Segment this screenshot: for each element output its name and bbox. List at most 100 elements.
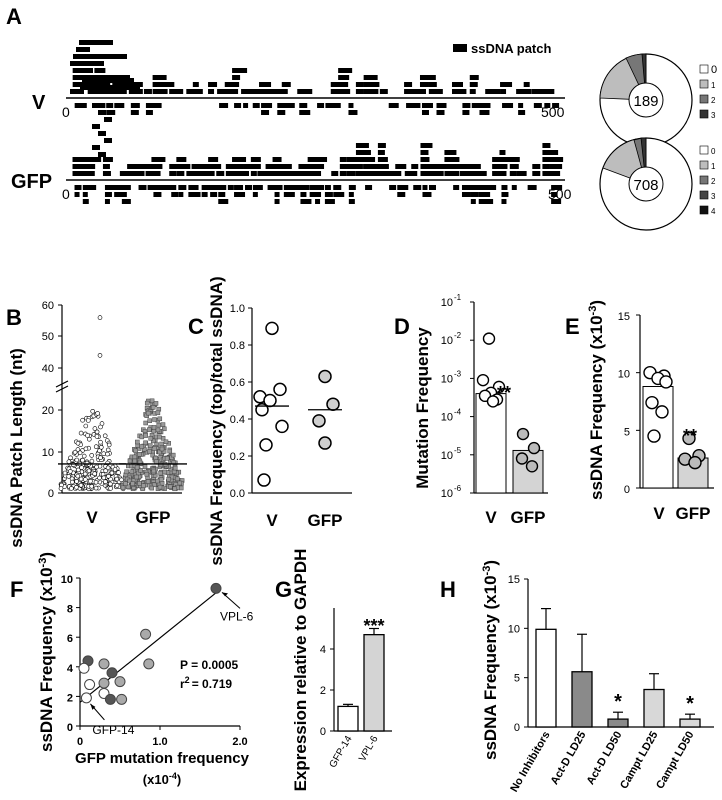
panel-b-point-gfp	[137, 452, 142, 457]
panel-b-point-v	[89, 458, 95, 464]
track-v-patch-up	[428, 82, 437, 87]
panel-b-point-gfp	[158, 470, 163, 476]
track-v-patch-up	[500, 89, 507, 94]
track-v-patch-up	[338, 89, 351, 94]
track-v-patch-up	[338, 75, 350, 80]
panel-b-point-v	[94, 429, 100, 435]
track-gfp-patch-up	[346, 171, 356, 176]
panel-d-point	[476, 373, 490, 387]
panel-c-ticks: 0.0 0.2 0.4 0.6 0.8 1.0	[230, 303, 252, 500]
panel-h-category: Act-D LD25	[549, 730, 589, 787]
panel-c-point	[257, 473, 271, 487]
panel-b-point-v	[94, 464, 99, 470]
track-gfp-patch-up	[476, 171, 487, 176]
panel-b-point-v	[68, 455, 73, 461]
track-v-patch-down	[104, 138, 112, 143]
panel-f-pvalue: P = 0.0005	[180, 658, 238, 672]
track-gfp-patch-down	[138, 185, 147, 190]
track-gfp-patch-up	[127, 171, 143, 176]
panel-b-point-v	[112, 467, 118, 472]
panel-b-ytick-40: 40	[42, 363, 54, 375]
panel-h-category: Campt LD50	[654, 730, 696, 792]
panel-b-point-v	[85, 433, 90, 438]
track-v-patch-up	[419, 89, 426, 94]
panel-f-annotation-gfp14: GFP-14	[92, 723, 134, 737]
panel-b-point-gfp	[132, 454, 138, 460]
track-v-patch-up	[338, 82, 349, 87]
track-gfp-patch-up	[411, 171, 418, 176]
track-gfp-patch-down	[274, 199, 280, 204]
panel-c-ylabel: ssDNA Frequency (top/total ssDNA)	[207, 276, 226, 565]
track-v-patch-down	[98, 110, 106, 115]
panel-b-point-gfp	[146, 427, 152, 432]
panel-c-point	[259, 438, 273, 452]
track-gfp-patch-up	[377, 164, 389, 169]
track-gfp-patch-up	[127, 164, 141, 169]
track-gfp-patch-down	[551, 192, 558, 197]
panel-d-ytick-exp: -1	[454, 293, 462, 302]
panel-b-point-gfp	[137, 481, 142, 486]
panel-f-ticks: 0 2 4 6 8 10 0 1.0 2.0	[61, 574, 248, 748]
track-gfp-patch-up	[281, 171, 295, 176]
panel-b-point-v	[68, 469, 73, 474]
track-v-patch-up	[112, 82, 123, 87]
track-v-patch-up	[241, 89, 252, 94]
panel-c-point	[255, 403, 269, 417]
track-gfp-patch-up	[499, 164, 508, 169]
panel-b-point-v	[93, 479, 99, 485]
panel-h-ticks: 0 5 10 15	[508, 574, 528, 734]
track-gfp-patch-up	[272, 157, 282, 162]
panel-g-bars	[337, 627, 385, 732]
panel-d-point	[486, 395, 500, 408]
track-gfp-patch-up	[492, 157, 504, 162]
track-v-patch-down	[261, 110, 270, 115]
pie-gfp-legend-swatch-3	[699, 190, 709, 200]
track-gfp-patch-up	[404, 171, 412, 176]
track-gfp-patch-down	[485, 192, 491, 197]
track-gfp-patch-down	[252, 185, 263, 190]
panel-b-point-gfp	[120, 485, 126, 491]
panel-a-label: A	[6, 4, 22, 29]
panel-b-point-v	[62, 470, 68, 476]
track-gfp-patch-up	[444, 150, 457, 155]
track-v-patches	[70, 40, 560, 157]
legend-swatch	[453, 44, 467, 52]
track-v-patch-down	[348, 103, 354, 108]
track-gfp-patch-down	[348, 199, 355, 204]
panel-f-ylabel: ssDNA Frequency (x10-3)	[37, 552, 56, 752]
track-gfp-patch-down	[218, 199, 229, 204]
panel-c-ytick: 0.6	[230, 377, 245, 389]
panel-b-point-gfp	[158, 477, 164, 482]
panel-e-ytick: 5	[624, 426, 630, 438]
pie-gfp-legend-swatch-1	[699, 160, 709, 170]
panel-b-point-v	[101, 475, 107, 481]
track-v-patch-down	[299, 103, 308, 108]
pie-gfp-hole	[628, 166, 664, 202]
track-v-patch-down	[421, 103, 433, 108]
track-gfp-patch-down	[315, 185, 325, 190]
track-gfp-patch-down	[501, 199, 507, 204]
track-v-patch-down	[388, 103, 399, 108]
track-gfp-patch-down	[121, 192, 127, 197]
track-gfp-patch-up	[151, 157, 166, 162]
track-gfp-patch-up	[516, 171, 527, 176]
track-gfp-patch-down	[470, 192, 479, 197]
track-v-patch-up	[379, 89, 388, 94]
panel-b-point-gfp	[145, 410, 151, 416]
track-v-patch-down	[243, 103, 249, 108]
panel-b-point-v	[79, 465, 84, 470]
pie-gfp-legend-swatch-4	[699, 205, 709, 215]
track-gfp-patch-down	[461, 192, 471, 197]
track-v-patch-up	[70, 61, 104, 66]
track-gfp-patch-down	[201, 192, 208, 197]
track-gfp-patch-down	[74, 185, 82, 190]
panel-b-point-v	[114, 483, 120, 488]
track-gfp-patch-up	[459, 164, 473, 169]
panel-b-point-gfp	[143, 433, 148, 438]
track-v-patch-up	[451, 89, 462, 94]
panel-e-point	[647, 429, 661, 443]
track-gfp-patch-up	[339, 171, 347, 176]
panel-b-point-gfp	[151, 468, 157, 474]
track-v-patch-up	[363, 82, 378, 87]
track-v-patch-down	[502, 103, 514, 108]
